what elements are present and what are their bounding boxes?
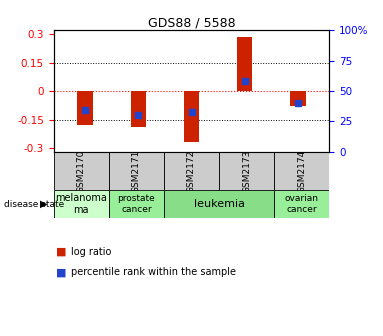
Bar [290, 91, 306, 106]
Text: GSM2174: GSM2174 [297, 149, 306, 193]
Text: prostate
cancer: prostate cancer [118, 195, 155, 214]
Bar [237, 37, 252, 91]
Text: ■: ■ [56, 267, 66, 277]
Bar [219, 152, 274, 190]
Text: GSM2171: GSM2171 [132, 149, 141, 193]
Text: leukemia: leukemia [193, 199, 245, 209]
Text: GSM2172: GSM2172 [187, 149, 196, 193]
Text: ■: ■ [56, 247, 66, 257]
Text: log ratio: log ratio [71, 247, 111, 257]
Bar [164, 152, 219, 190]
Bar [54, 190, 109, 218]
Title: GDS88 / 5588: GDS88 / 5588 [148, 16, 235, 29]
Text: ovarian
cancer: ovarian cancer [285, 195, 319, 214]
Bar [183, 91, 200, 142]
Text: melanoma
ma: melanoma ma [55, 193, 107, 215]
Text: percentile rank within the sample: percentile rank within the sample [71, 267, 236, 277]
Bar [77, 91, 93, 125]
Bar [131, 91, 146, 127]
Text: ▶: ▶ [40, 199, 48, 209]
Text: GSM2173: GSM2173 [242, 149, 251, 193]
Text: GSM2170: GSM2170 [77, 149, 86, 193]
Bar [54, 152, 109, 190]
Bar [164, 190, 274, 218]
Bar [274, 190, 329, 218]
Text: disease state: disease state [4, 200, 64, 209]
Bar [274, 152, 329, 190]
Bar [109, 190, 164, 218]
Bar [109, 152, 164, 190]
